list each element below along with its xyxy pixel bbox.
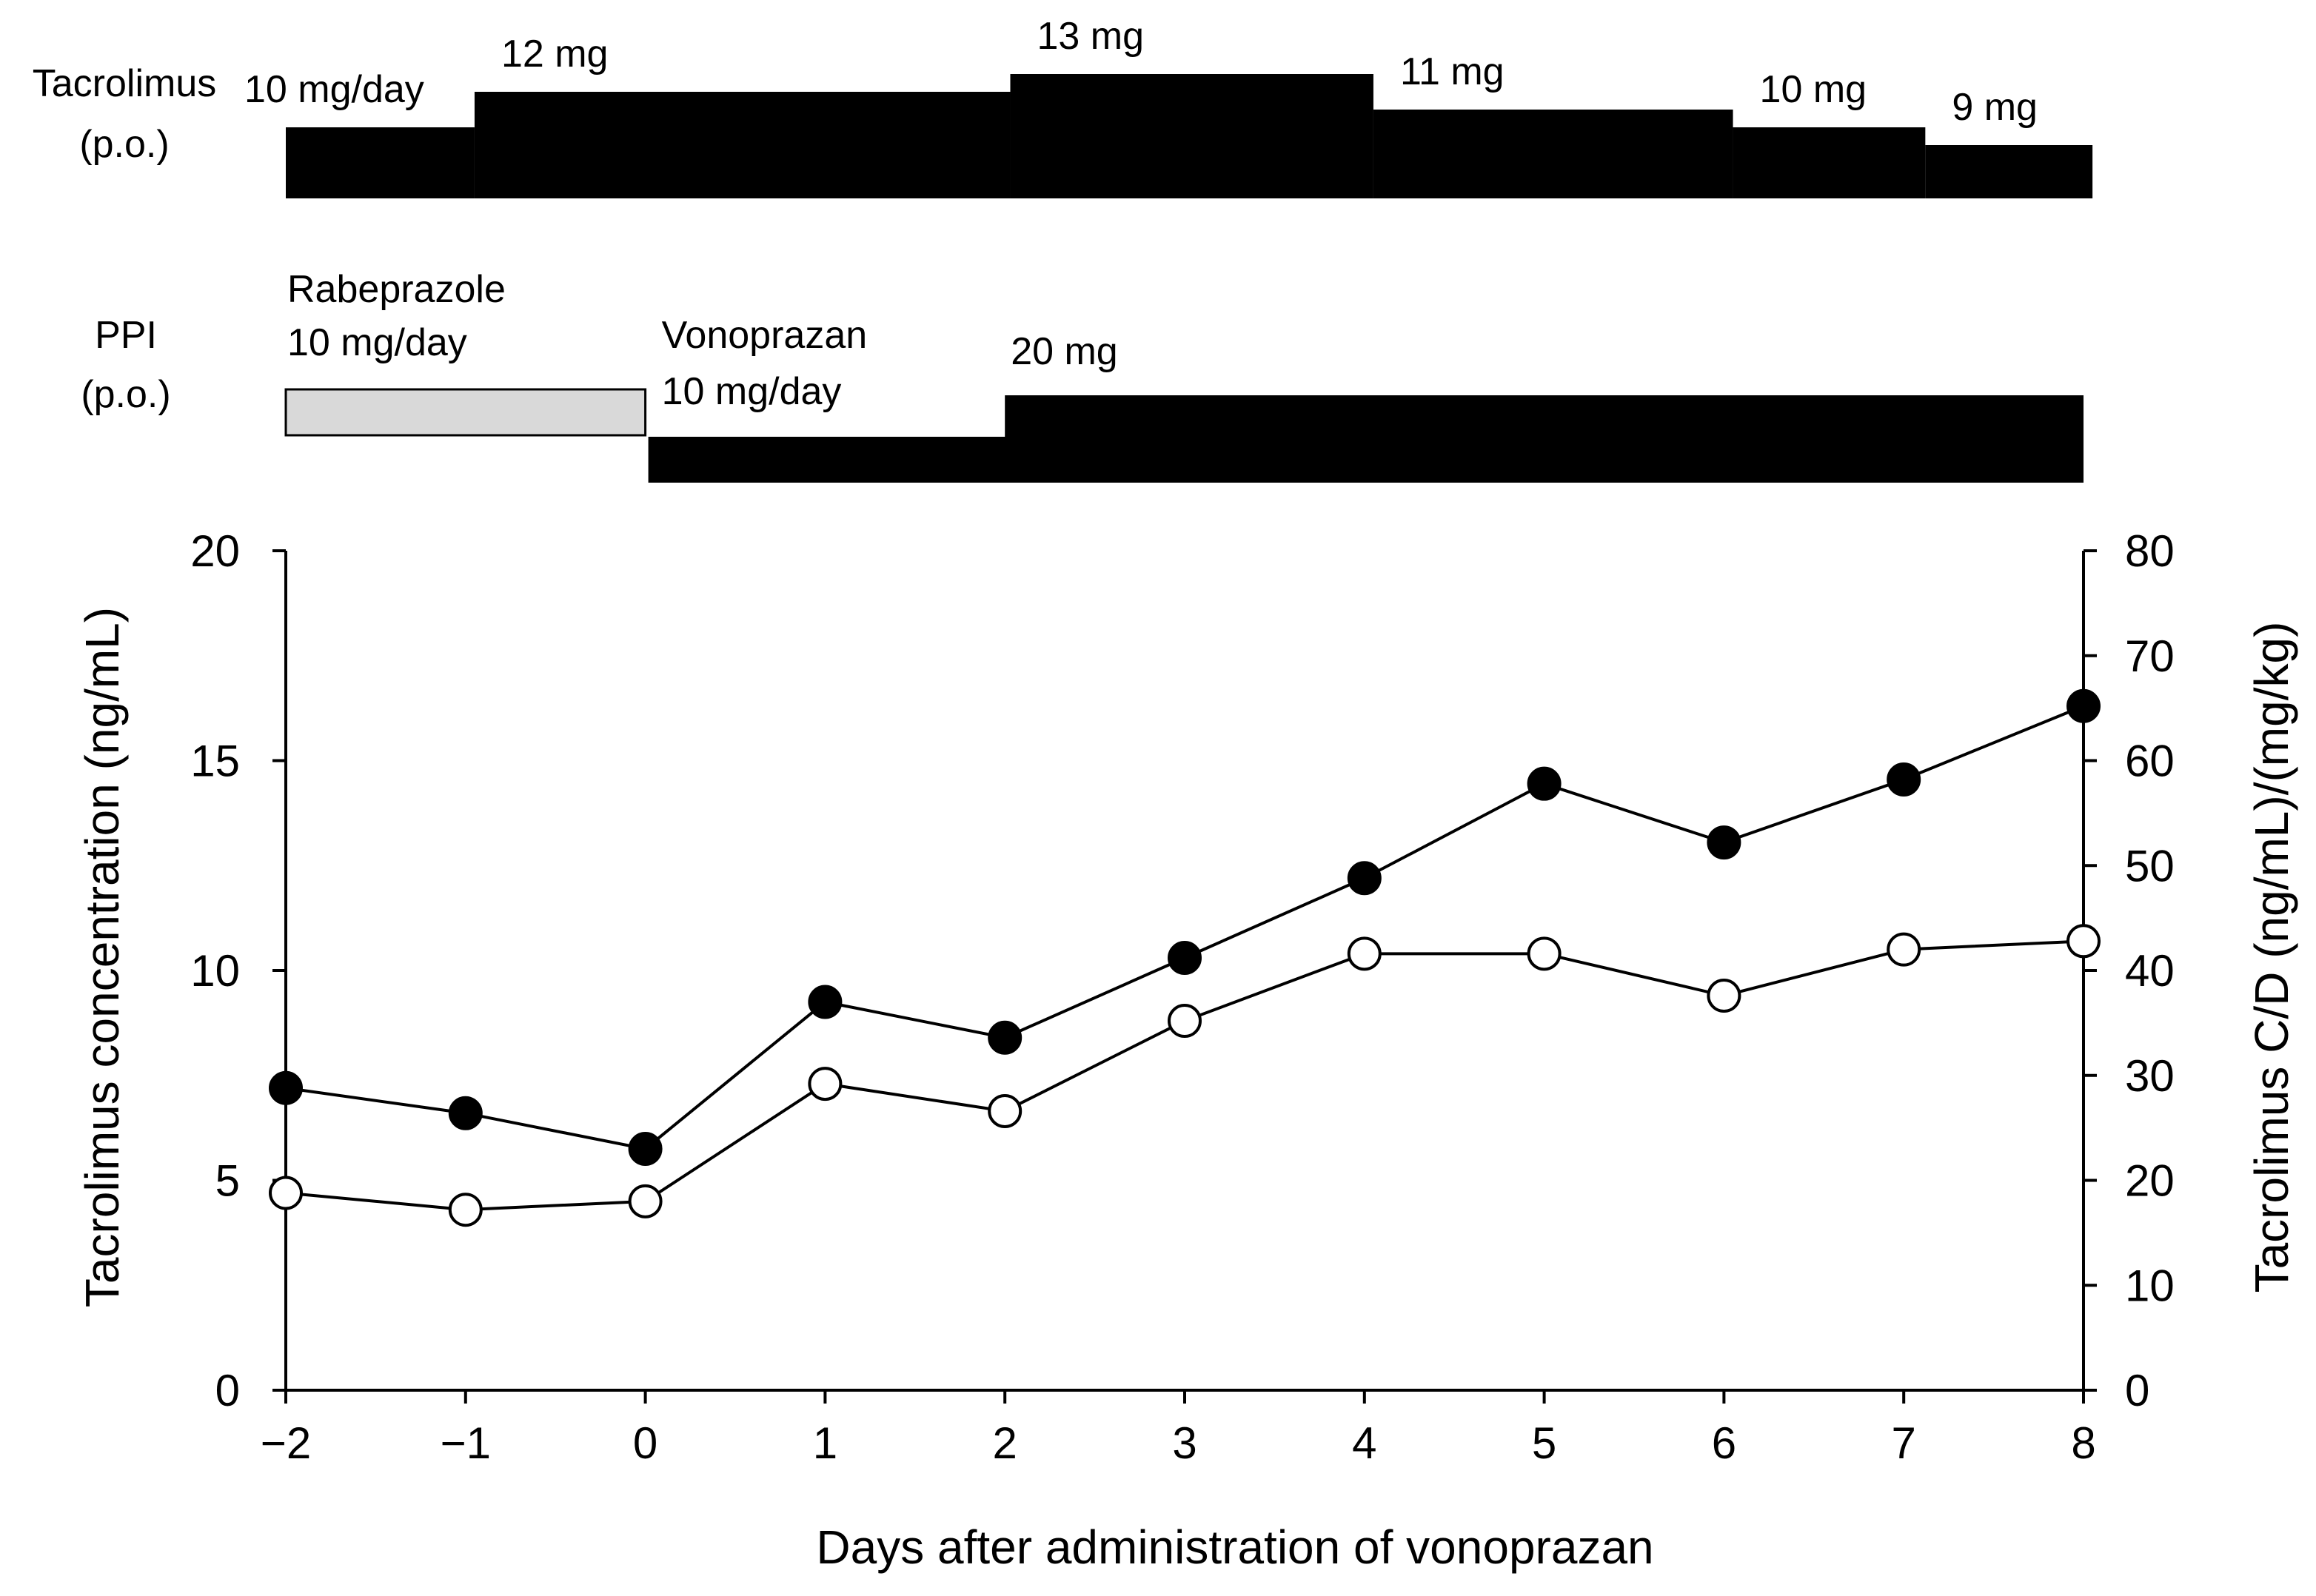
left-tick-label: 0 bbox=[215, 1366, 240, 1415]
right-tick-label: 50 bbox=[2125, 841, 2175, 891]
filled-data-point bbox=[808, 985, 843, 1019]
right-tick-label: 30 bbox=[2125, 1051, 2175, 1101]
x-tick-label: 6 bbox=[1712, 1418, 1736, 1468]
filled-data-point bbox=[628, 1131, 663, 1166]
left-tick-label: 15 bbox=[190, 737, 240, 786]
x-tick-label: 4 bbox=[1352, 1418, 1376, 1468]
tacrolimus-dose-bar bbox=[1010, 74, 1373, 198]
tacrolimus-dose-label: 9 mg bbox=[1952, 86, 2038, 129]
filled-data-point bbox=[1347, 861, 1382, 896]
left-axis-title: Tacrolimus concentration (ng/mL) bbox=[76, 607, 129, 1307]
tacrolimus-dose-label: 11 mg bbox=[1400, 50, 1505, 93]
plot-area: 0 5 10 15 20 0 10 20 30 40 50 60 70 80 −2 −1 0 1 2 3 4 5 6 7 8… bbox=[76, 526, 2298, 1574]
ppi-dose-bars bbox=[284, 388, 2084, 483]
open-series-line bbox=[285, 939, 2084, 1212]
open-data-point bbox=[269, 1176, 303, 1210]
x-tick-label: 0 bbox=[633, 1418, 657, 1468]
x-axis-ticks: −2 −1 0 1 2 3 4 5 6 7 8 bbox=[261, 1390, 2096, 1468]
tacrolimus-dose-bars bbox=[286, 74, 2093, 198]
filled-data-point bbox=[1707, 825, 1741, 860]
tacrolimus-dose-bar bbox=[1733, 127, 1926, 198]
tacrolimus-dose-bar bbox=[1925, 145, 2093, 198]
tacrolimus-dose-labels: 10 mg/day 12 mg 13 mg 11 mg 10 mg 9 mg bbox=[244, 15, 2038, 129]
ppi-label-line2: (p.o.) bbox=[81, 373, 170, 416]
x-tick-label: −1 bbox=[441, 1418, 491, 1468]
open-data-point bbox=[2066, 924, 2101, 959]
right-tick-label: 60 bbox=[2125, 737, 2175, 786]
filled-data-point bbox=[988, 1020, 1023, 1055]
tacrolimus-label-line2: (p.o.) bbox=[79, 123, 169, 166]
x-tick-label: 2 bbox=[993, 1418, 1017, 1468]
right-axis-title: Tacrolimus C/D (ng/mL)/(mg/kg) bbox=[2245, 622, 2298, 1293]
tacrolimus-dosing-panel: Tacrolimus (p.o.) 10 mg/day 12 mg 13 mg 11 … bbox=[33, 15, 2093, 198]
rabeprazole-label-line2: 10 mg/day bbox=[287, 321, 467, 364]
open-data-point bbox=[1527, 936, 1562, 971]
filled-data-point bbox=[1527, 766, 1562, 801]
x-tick-label: 5 bbox=[1532, 1418, 1556, 1468]
open-data-point bbox=[1707, 979, 1741, 1013]
filled-data-point bbox=[2066, 688, 2101, 723]
filled-series-line bbox=[285, 704, 2084, 1151]
left-tick-label: 10 bbox=[190, 946, 240, 996]
open-data-point bbox=[1347, 936, 1382, 971]
tacrolimus-dose-bar bbox=[286, 127, 475, 198]
ppi-dosing-panel: PPI (p.o.) Rabeprazole 10 mg/day Vonopra… bbox=[81, 268, 2084, 483]
tacrolimus-dose-label: 12 mg bbox=[501, 33, 609, 76]
rabeprazole-dose-bar bbox=[284, 388, 647, 437]
vonoprazan-20mg-label: 20 mg bbox=[1011, 330, 1118, 373]
ppi-label-line1: PPI bbox=[95, 314, 157, 357]
open-data-point bbox=[1168, 1004, 1202, 1039]
vonoprazan-label-line1: Vonoprazan bbox=[662, 314, 868, 357]
rabeprazole-label-line1: Rabeprazole bbox=[287, 268, 506, 311]
tacrolimus-label-line1: Tacrolimus bbox=[33, 62, 217, 105]
vonoprazan-label-line2: 10 mg/day bbox=[662, 370, 842, 413]
open-data-point bbox=[448, 1193, 483, 1227]
right-axis-ticks: 0 10 20 30 40 50 60 70 80 bbox=[2084, 526, 2175, 1415]
tacrolimus-dose-label: 13 mg bbox=[1037, 15, 1144, 58]
right-tick-label: 0 bbox=[2125, 1366, 2149, 1415]
x-tick-label: 1 bbox=[813, 1418, 837, 1468]
vonoprazan-20mg-bar bbox=[1005, 395, 2084, 483]
open-data-point bbox=[1887, 932, 1921, 967]
open-data-point bbox=[628, 1184, 663, 1218]
x-tick-label: 7 bbox=[1892, 1418, 1916, 1468]
right-tick-label: 10 bbox=[2125, 1261, 2175, 1310]
tacrolimus-dose-label: 10 mg/day bbox=[244, 68, 424, 111]
left-axis-ticks: 0 5 10 15 20 bbox=[190, 526, 286, 1415]
right-tick-label: 70 bbox=[2125, 631, 2175, 681]
x-tick-label: 3 bbox=[1172, 1418, 1197, 1468]
x-tick-label: 8 bbox=[2071, 1418, 2095, 1468]
vonoprazan-10mg-bar bbox=[648, 437, 1008, 483]
left-tick-label: 5 bbox=[215, 1156, 240, 1206]
filled-data-point bbox=[1168, 940, 1202, 975]
filled-data-point bbox=[1887, 762, 1921, 797]
left-tick-label: 20 bbox=[190, 526, 240, 576]
x-tick-label: −2 bbox=[261, 1418, 311, 1468]
tacrolimus-dose-label: 10 mg bbox=[1760, 68, 1867, 111]
tacrolimus-dose-bar bbox=[474, 92, 1011, 198]
open-data-point bbox=[808, 1067, 843, 1102]
right-tick-label: 40 bbox=[2125, 946, 2175, 996]
open-data-point bbox=[988, 1093, 1023, 1128]
filled-data-point bbox=[269, 1070, 303, 1105]
series-group bbox=[269, 688, 2101, 1227]
tacrolimus-dose-bar bbox=[1373, 110, 1733, 198]
x-axis-title: Days after administration of vonoprazan bbox=[816, 1520, 1653, 1574]
filled-data-point bbox=[448, 1096, 483, 1130]
right-tick-label: 80 bbox=[2125, 526, 2175, 576]
right-tick-label: 20 bbox=[2125, 1156, 2175, 1206]
